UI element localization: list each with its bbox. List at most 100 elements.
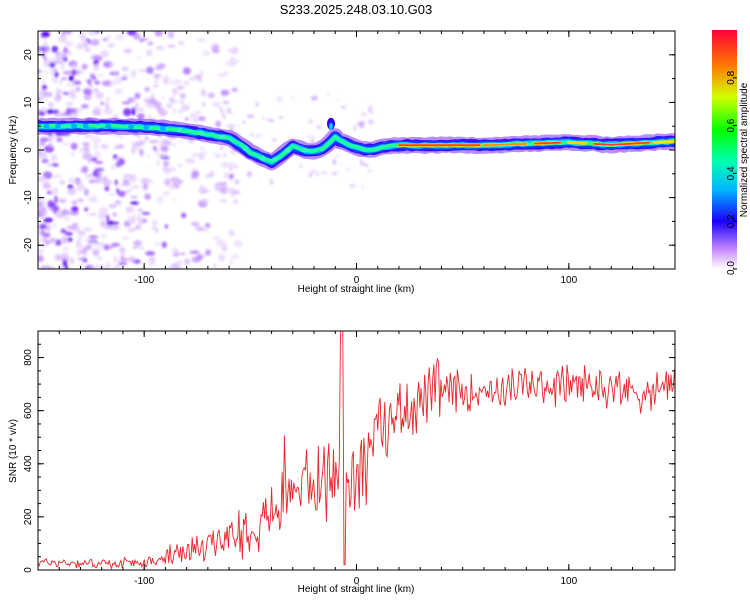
x-tick-label: -100 bbox=[134, 576, 154, 587]
noise-blob bbox=[152, 219, 158, 226]
noise-blob bbox=[228, 259, 234, 265]
noise-blob bbox=[213, 152, 221, 156]
noise-blob bbox=[161, 241, 167, 249]
noise-blob bbox=[199, 147, 205, 150]
noise-blob bbox=[231, 87, 238, 93]
noise-blob bbox=[198, 187, 209, 194]
noise-blob bbox=[60, 254, 70, 263]
noise-blob bbox=[172, 251, 180, 257]
noise-blob bbox=[185, 117, 189, 121]
noise-blob bbox=[96, 241, 106, 248]
noise-blob bbox=[102, 80, 111, 87]
noise-blob bbox=[41, 78, 45, 85]
noise-blob bbox=[91, 135, 101, 144]
ridge-blob bbox=[82, 123, 89, 129]
noise-blob bbox=[67, 51, 73, 56]
noise-blob bbox=[189, 250, 200, 254]
noise-blob bbox=[172, 108, 177, 114]
noise-blob bbox=[316, 172, 320, 176]
noise-blob bbox=[73, 223, 77, 228]
noise-blob bbox=[219, 145, 224, 151]
noise-blob bbox=[88, 235, 99, 239]
noise-blob bbox=[361, 184, 365, 190]
noise-blob bbox=[221, 181, 227, 187]
noise-blob bbox=[156, 63, 165, 70]
noise-blob bbox=[199, 151, 204, 159]
noise-blob bbox=[62, 31, 72, 34]
figure-title: S233.2025.248.03.10.G03 bbox=[280, 2, 433, 17]
noise-blob bbox=[51, 70, 55, 75]
noise-blob bbox=[120, 77, 128, 80]
noise-blob bbox=[205, 249, 211, 256]
noise-blob bbox=[332, 158, 337, 165]
noise-blob bbox=[57, 35, 68, 43]
snr-background bbox=[38, 331, 675, 570]
ridge-blob bbox=[198, 131, 205, 136]
noise-blob bbox=[97, 211, 106, 220]
noise-blob bbox=[156, 158, 161, 167]
noise-blob bbox=[153, 99, 157, 102]
noise-blob bbox=[230, 253, 240, 260]
noise-blob bbox=[331, 171, 338, 176]
noise-blob bbox=[84, 46, 91, 53]
noise-blob bbox=[83, 94, 92, 101]
noise-blob bbox=[133, 240, 142, 247]
noise-blob bbox=[76, 249, 81, 256]
noise-blob bbox=[79, 70, 84, 74]
noise-blob bbox=[94, 89, 99, 92]
ridge-blob bbox=[143, 125, 150, 130]
noise-blob bbox=[114, 200, 122, 205]
noise-blob bbox=[146, 66, 154, 74]
noise-blob bbox=[44, 40, 48, 48]
noise-blob bbox=[38, 175, 46, 183]
noise-blob bbox=[201, 88, 206, 94]
noise-blob bbox=[59, 180, 66, 185]
noise-blob bbox=[121, 101, 131, 105]
y-tick-label: 200 bbox=[23, 508, 34, 525]
noise-blob bbox=[168, 264, 176, 269]
noise-blob bbox=[310, 135, 314, 141]
ridge-blob bbox=[284, 148, 291, 153]
ridge-blob bbox=[105, 123, 112, 129]
noise-blob bbox=[125, 206, 135, 213]
noise-blob bbox=[236, 124, 241, 128]
noise-blob bbox=[104, 185, 110, 192]
snr-ticks: -100 0 100 0 200 400 600 800 bbox=[23, 330, 676, 587]
noise-blob bbox=[203, 228, 208, 233]
noise-blob bbox=[40, 107, 48, 113]
noise-blob bbox=[340, 162, 343, 166]
noise-blob bbox=[38, 152, 41, 160]
noise-blob bbox=[358, 121, 366, 126]
noise-blob bbox=[137, 55, 141, 61]
noise-blob bbox=[42, 71, 51, 74]
noise-blob bbox=[162, 96, 165, 100]
noise-blob bbox=[121, 66, 129, 71]
noise-blob bbox=[119, 134, 123, 140]
noise-blob bbox=[64, 265, 69, 269]
noise-blob bbox=[168, 97, 176, 103]
noise-blob bbox=[70, 152, 76, 157]
noise-blob bbox=[311, 95, 318, 101]
noise-blob bbox=[153, 146, 157, 151]
noise-blob bbox=[107, 34, 111, 39]
noise-blob bbox=[123, 190, 129, 193]
noise-blob bbox=[92, 76, 97, 81]
snr-series-line bbox=[38, 331, 675, 570]
noise-blob bbox=[278, 116, 284, 119]
noise-blob bbox=[105, 96, 111, 102]
noise-blob bbox=[67, 187, 77, 195]
noise-blob bbox=[147, 41, 154, 46]
ridge-blob bbox=[219, 134, 226, 140]
noise-blob bbox=[225, 60, 230, 67]
noise-blob bbox=[205, 189, 210, 193]
noise-blob bbox=[155, 45, 165, 51]
ridge-core bbox=[483, 142, 528, 147]
noise-blob bbox=[204, 175, 211, 178]
noise-blob bbox=[62, 70, 72, 75]
noise-blob bbox=[141, 211, 151, 215]
noise-blob bbox=[360, 112, 368, 117]
noise-blob bbox=[162, 75, 170, 84]
noise-blob bbox=[160, 145, 169, 153]
x-tick-label: 0 bbox=[354, 576, 360, 587]
noise-blob bbox=[118, 262, 128, 265]
